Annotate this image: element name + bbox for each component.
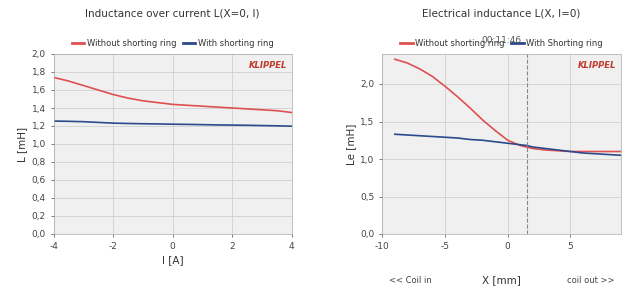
Text: KLIPPEL: KLIPPEL: [249, 61, 287, 70]
Text: 00:11:46: 00:11:46: [481, 36, 522, 45]
Text: KLIPPEL: KLIPPEL: [578, 61, 616, 70]
Y-axis label: L [mH]: L [mH]: [18, 126, 28, 162]
Y-axis label: Le [mH]: Le [mH]: [346, 123, 356, 165]
Text: X [mm]: X [mm]: [482, 275, 521, 285]
Text: Electrical inductance L(X, I=0): Electrical inductance L(X, I=0): [422, 9, 581, 19]
Text: Inductance over current L(X=0, I): Inductance over current L(X=0, I): [86, 9, 260, 19]
Legend: Without shorting ring, With Shorting ring: Without shorting ring, With Shorting rin…: [400, 39, 603, 48]
Legend: Without shorting ring, With shorting ring: Without shorting ring, With shorting rin…: [72, 39, 273, 48]
X-axis label: I [A]: I [A]: [162, 255, 183, 265]
Text: coil out >>: coil out >>: [567, 276, 614, 285]
Text: << Coil in: << Coil in: [389, 276, 432, 285]
